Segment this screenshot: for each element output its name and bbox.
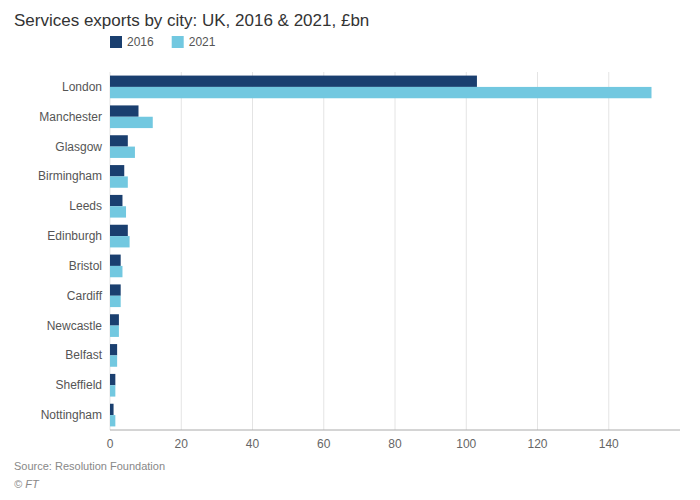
x-tick-label: 120 [527,437,547,451]
title: Services exports by city: UK, 2016 & 202… [14,11,369,30]
y-tick-label: Sheffield [56,378,102,392]
legend: 2016 2021 [110,35,216,49]
grid-line [181,72,182,430]
page: {"chart_data": {"type": "bar", "orientat… [0,0,700,500]
bar [110,147,135,158]
legend-swatch [172,36,184,48]
bar [110,176,128,187]
bar [110,266,122,277]
bar [110,105,139,116]
annotation: © FT [14,478,40,490]
grid-line [323,72,324,430]
y-tick-label: Belfast [65,348,102,362]
grid [110,72,609,430]
y-tick-label: Glasgow [55,140,102,154]
bar [110,135,128,146]
bar [110,355,117,366]
bars [110,76,652,427]
bar [110,284,121,295]
bar [110,76,477,87]
x-tick-label: 0 [107,437,114,451]
bar [110,385,115,396]
bar [110,374,115,385]
y-tick-label: London [62,80,102,94]
y-tick-label: Edinburgh [47,229,102,243]
grid-line [466,72,467,430]
bar [110,255,121,266]
bar [110,206,126,217]
bar [110,404,114,415]
x-tick-label: 20 [175,437,189,451]
bar [110,296,121,307]
annotation: Source: Resolution Foundation [14,460,165,472]
y-tick-label: Cardiff [67,289,103,303]
x-tick-label: 140 [599,437,619,451]
x-tick-label: 100 [456,437,476,451]
bar [110,326,119,337]
y-tick-label: Birmingham [38,169,102,183]
y-tick-label: Newcastle [47,319,103,333]
x-tick-label: 80 [388,437,402,451]
grid-line [252,72,253,430]
bar [110,117,153,128]
x-tick-label: 40 [246,437,260,451]
bar [110,236,130,247]
x-axis-line [110,430,680,431]
legend-label: 2016 [127,35,154,49]
bar [110,344,117,355]
y-tick-label: Nottingham [41,408,102,422]
legend-swatch [110,36,122,48]
bar [110,415,115,426]
chart: Services exports by city: UK, 2016 & 202… [0,0,700,500]
y-tick-label: Leeds [69,199,102,213]
bar [110,87,652,98]
x-tick-label: 60 [317,437,331,451]
grid-line [395,72,396,430]
bar [110,165,124,176]
grid-line [608,72,609,430]
y-tick-label: Bristol [69,259,102,273]
grid-line [537,72,538,430]
bar [110,195,122,206]
bar [110,314,119,325]
bar [110,225,128,236]
y-tick-label: Manchester [39,110,102,124]
legend-label: 2021 [189,35,216,49]
